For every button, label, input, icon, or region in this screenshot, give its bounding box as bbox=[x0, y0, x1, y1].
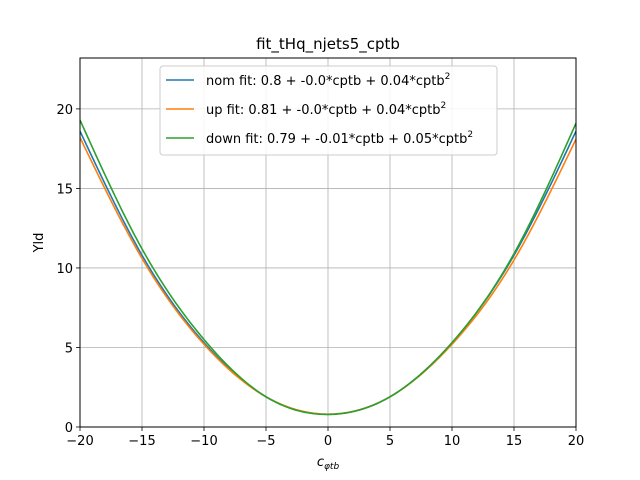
y-tick-label: 20 bbox=[56, 103, 73, 118]
series-lines bbox=[79, 119, 577, 416]
x-tick-label: 20 bbox=[568, 434, 585, 449]
y-tick-label: 15 bbox=[56, 182, 73, 197]
x-tick-label: −20 bbox=[66, 434, 93, 449]
x-tick-label: 15 bbox=[506, 434, 523, 449]
y-tick-label: 5 bbox=[65, 341, 73, 356]
x-tick-label: 5 bbox=[386, 434, 394, 449]
legend-label: up fit: 0.81 + -0.0*cptb + 0.04*cptb2 bbox=[206, 101, 446, 118]
x-tick-label: 0 bbox=[324, 434, 332, 449]
legend-label: nom fit: 0.8 + -0.0*cptb + 0.04*cptb2 bbox=[206, 72, 450, 89]
x-axis-title: cφtb bbox=[317, 455, 340, 472]
chart-title: fit_tHq_njets5_cptb bbox=[256, 35, 400, 54]
y-tick-label: 0 bbox=[65, 421, 73, 436]
legend: nom fit: 0.8 + -0.0*cptb + 0.04*cptb2 up … bbox=[159, 65, 498, 156]
series-line bbox=[79, 119, 577, 416]
x-tick-label: −5 bbox=[256, 434, 275, 449]
y-axis-title: Yld bbox=[32, 233, 47, 254]
x-axis-title-subscript: φtb bbox=[324, 462, 339, 472]
x-tick-label: 10 bbox=[444, 434, 461, 449]
x-tick-label: −15 bbox=[128, 434, 155, 449]
axis-ticks: −20 −15 −10 −5 0 5 10 15 20 0 5 10 15 20 bbox=[56, 103, 584, 449]
y-tick-label: 10 bbox=[56, 262, 73, 277]
x-axis-title-main: c bbox=[317, 455, 324, 470]
x-tick-label: −10 bbox=[190, 434, 217, 449]
legend-box bbox=[159, 65, 498, 156]
legend-label: down fit: 0.79 + -0.01*cptb + 0.05*cptb2 bbox=[206, 130, 473, 147]
